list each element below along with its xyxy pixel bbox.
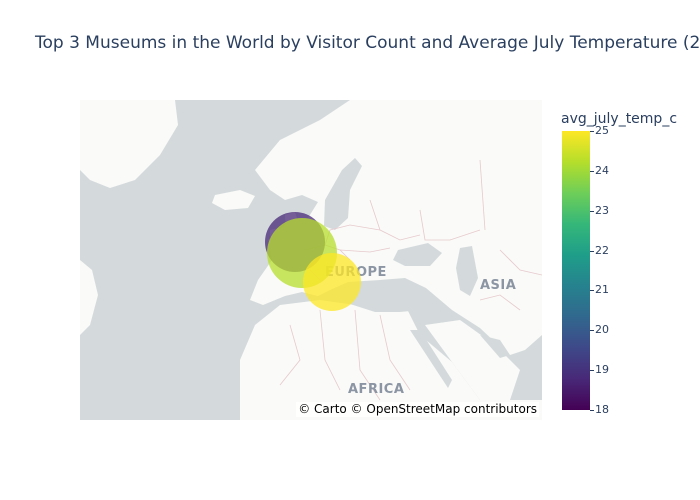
colorbar-tick-mark (590, 250, 594, 252)
colorbar-tick-label: 22 (595, 243, 609, 257)
label-asia: ASIA (480, 278, 516, 293)
colorbar-tick-label: 19 (595, 363, 609, 377)
colorbar-tick-mark (590, 131, 594, 132)
colorbar-tick-mark (590, 330, 594, 332)
land-iceland (212, 190, 255, 210)
colorbar-tick-label: 18 (595, 403, 609, 416)
sea-persian-gulf (480, 335, 510, 358)
colorbar-tick-mark (590, 410, 594, 411)
colorbar-tick-label: 23 (595, 203, 609, 217)
colorbar (562, 131, 590, 410)
sea-black (393, 243, 442, 266)
label-africa: AFRICA (348, 382, 404, 397)
colorbar-tick-label: 24 (595, 163, 609, 177)
colorbar-tick-mark (590, 170, 594, 172)
colorbar-tick-mark (590, 370, 594, 372)
colorbar-tick-label: 25 (595, 124, 609, 137)
colorbar-tick-label: 21 (595, 283, 609, 297)
colorbar-tick-label: 20 (595, 323, 609, 337)
sea-baltic (324, 158, 362, 230)
colorbar-tick-mark (590, 290, 594, 292)
land-greenland (80, 100, 178, 188)
sea-red (410, 330, 452, 388)
bubble-museum-3[interactable] (303, 253, 361, 311)
country-borders (279, 159, 542, 401)
map-attribution[interactable]: © Carto © OpenStreetMap contributors (296, 402, 539, 417)
land-africa (240, 300, 542, 420)
land-north-america (80, 260, 98, 335)
colorbar-title: avg_july_temp_c (561, 111, 678, 127)
chart-title: Top 3 Museums in the World by Visitor Co… (35, 33, 700, 53)
map-canvas[interactable]: EUROPE ASIA AFRICA © Carto © OpenStreetM… (80, 100, 542, 420)
map-svg: EUROPE ASIA AFRICA (80, 100, 542, 420)
sea-caspian (456, 246, 478, 296)
land-arabia (425, 320, 520, 400)
colorbar-tick-mark (590, 210, 594, 212)
